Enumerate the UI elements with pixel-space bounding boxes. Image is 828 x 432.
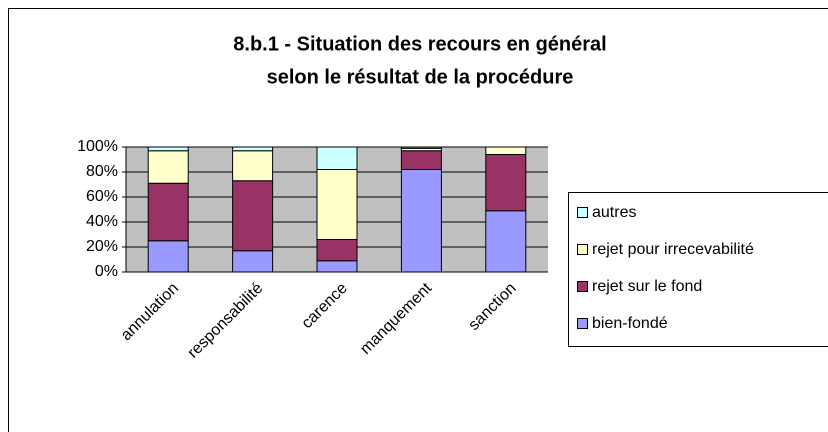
chart-title: 8.b.1 - Situation des recours en général (233, 33, 606, 55)
y-tick-label: 60% (86, 188, 118, 205)
bar-segment (316, 146, 358, 170)
bar-segment (232, 250, 274, 273)
bar-segment (316, 239, 358, 262)
y-tick-label: 20% (86, 238, 118, 255)
legend-label: rejet sur le fond (592, 278, 702, 295)
bar-segment (316, 169, 358, 240)
bar-segment (400, 146, 442, 149)
chart-subtitle: selon le résultat de la procédure (267, 66, 574, 88)
legend-swatch (577, 318, 588, 329)
y-tick-label: 80% (86, 163, 118, 180)
bar-segment (232, 146, 274, 152)
bar-segment (485, 210, 527, 273)
bar-segment (232, 150, 274, 182)
bar-segment (147, 146, 189, 152)
bar-segment (147, 182, 189, 242)
legend-label: autres (592, 204, 636, 221)
legend-swatch (577, 281, 588, 292)
bar-segment (232, 180, 274, 252)
legend (568, 192, 828, 347)
bar-segment (316, 260, 358, 273)
y-tick-label: 40% (86, 213, 118, 230)
bar-segment (400, 150, 442, 170)
y-tick-label: 0% (95, 263, 118, 280)
legend-label: bien-fondé (592, 315, 668, 332)
y-tick-label: 100% (77, 138, 118, 155)
legend-swatch (577, 207, 588, 218)
legend-label: rejet pour irrecevabilité (592, 241, 754, 258)
bar-segment (147, 240, 189, 273)
bar-segment (485, 146, 527, 155)
legend-swatch (577, 244, 588, 255)
bar-segment (147, 150, 189, 184)
bar-segment (400, 169, 442, 273)
bar-segment (485, 154, 527, 212)
